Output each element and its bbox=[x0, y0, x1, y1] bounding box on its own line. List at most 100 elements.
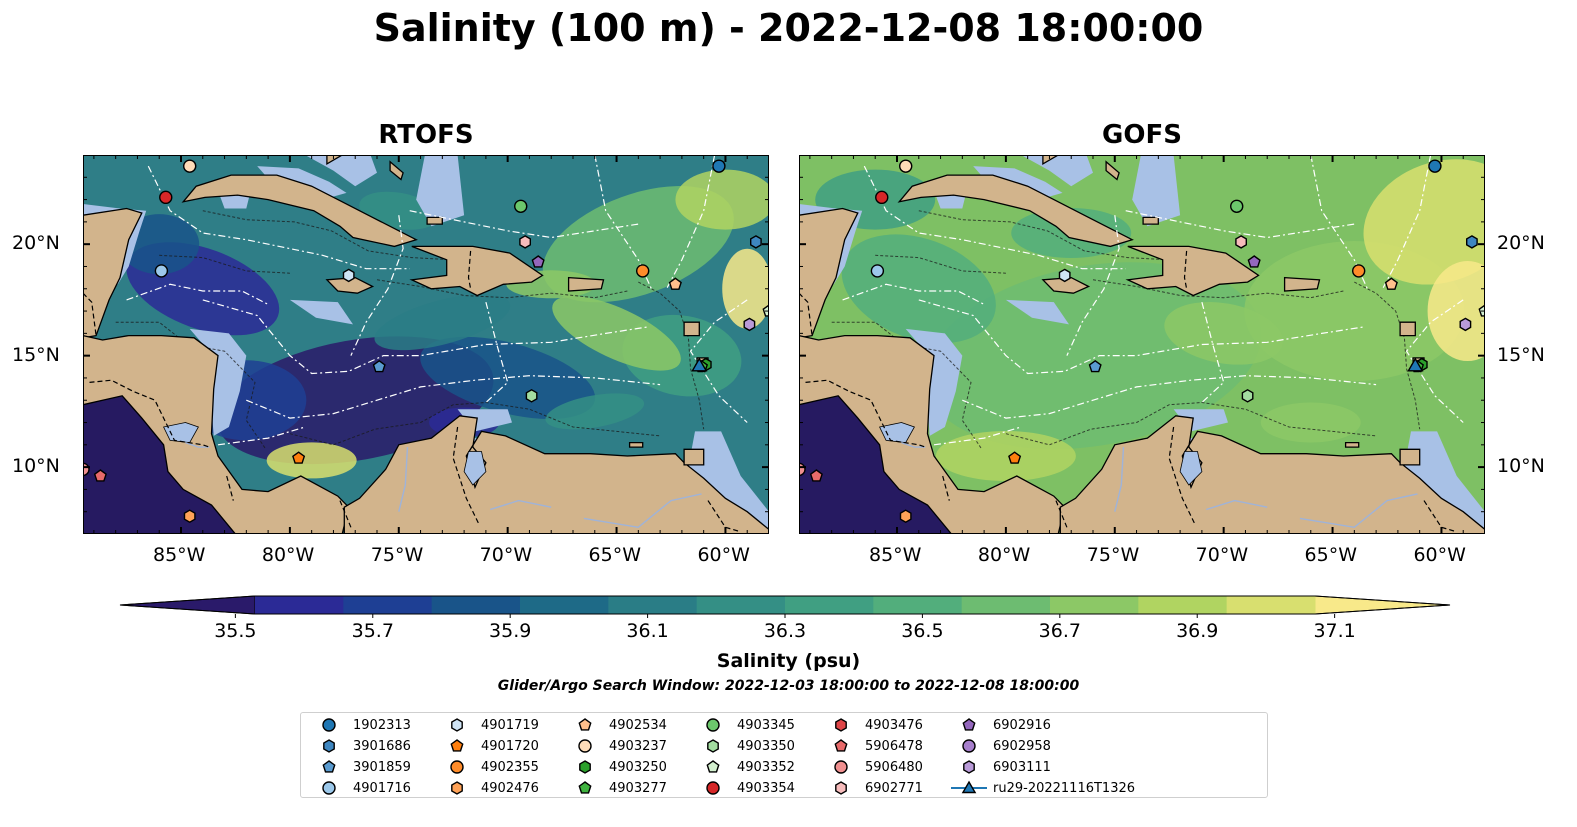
legend-label: 4901719 bbox=[481, 717, 539, 733]
eez-boundary bbox=[1405, 299, 1464, 423]
colorbar-band bbox=[343, 596, 433, 614]
float-4903350 bbox=[1241, 388, 1254, 403]
x-tick-label: 65°W bbox=[1304, 544, 1358, 566]
lake-maracaibo bbox=[1179, 451, 1203, 486]
salinity-patch bbox=[266, 442, 357, 479]
legend-symbol bbox=[451, 718, 463, 732]
legend-item: 6903111 bbox=[949, 757, 1051, 777]
land-long-island bbox=[1105, 160, 1120, 181]
legend-symbol bbox=[834, 760, 848, 774]
legend-symbol bbox=[962, 739, 976, 753]
eez-boundary bbox=[246, 375, 661, 419]
legend-label: 4903354 bbox=[737, 780, 795, 796]
country-border bbox=[707, 500, 741, 533]
y-tick-label-right: 15°N bbox=[1497, 343, 1545, 366]
float-6902916 bbox=[1247, 255, 1261, 268]
float-4901719 bbox=[342, 268, 355, 283]
river bbox=[185, 441, 210, 448]
legend-marker-circle bbox=[962, 739, 976, 753]
eez-boundary bbox=[1201, 301, 1225, 403]
colorbar-tick-label: 35.7 bbox=[351, 620, 394, 642]
float-4903345 bbox=[1230, 199, 1244, 213]
shallow-water bbox=[189, 328, 247, 436]
depth-contour bbox=[376, 279, 628, 299]
colorbar-tick-label: 35.5 bbox=[214, 620, 257, 642]
search-window-text: Glider/Argo Search Window: 2022-12-03 18… bbox=[497, 678, 1080, 694]
country-border bbox=[226, 475, 234, 501]
legend-symbol bbox=[323, 739, 335, 753]
colorbar-tick-label: 35.9 bbox=[489, 620, 532, 642]
legend-item: 1902313 bbox=[309, 715, 411, 735]
y-tick-label-left: 10°N bbox=[12, 455, 60, 478]
salinity-patch bbox=[1427, 261, 1485, 362]
land-andros bbox=[1042, 155, 1059, 166]
legend-symbol bbox=[578, 718, 592, 731]
legend-label: 4903352 bbox=[737, 759, 795, 775]
legend-symbol bbox=[835, 781, 847, 795]
float-4902476 bbox=[183, 509, 196, 524]
eez-boundary bbox=[1382, 155, 1432, 290]
depth-contour bbox=[115, 321, 267, 450]
x-tick-label: 80°W bbox=[977, 544, 1031, 566]
colorbar bbox=[119, 595, 1451, 618]
colorbar-tick-label: 36.3 bbox=[763, 620, 807, 642]
depth-contour bbox=[918, 210, 1170, 261]
x-tick-label: 65°W bbox=[588, 544, 642, 566]
legend-item: 4903476 bbox=[821, 715, 923, 735]
float-4901720 bbox=[292, 451, 306, 464]
legend-label: 6902771 bbox=[865, 780, 923, 796]
legend-label: 4901720 bbox=[481, 738, 539, 754]
colorbar-band bbox=[1138, 596, 1228, 614]
eez-boundary bbox=[863, 165, 1126, 270]
y-tick-label-right: 10°N bbox=[1497, 455, 1545, 478]
country-border bbox=[339, 500, 352, 528]
colorbar-band bbox=[873, 596, 963, 614]
legend-item: 4902476 bbox=[437, 778, 539, 798]
legend-symbol bbox=[451, 781, 463, 795]
map-frame bbox=[799, 155, 1485, 534]
shallow-water bbox=[1402, 431, 1485, 534]
colorbar-band bbox=[696, 596, 786, 614]
eez-boundary bbox=[842, 283, 985, 305]
eez-boundary bbox=[217, 426, 306, 446]
colorbar-extend-low bbox=[119, 595, 256, 615]
float-4901716 bbox=[154, 264, 169, 278]
legend-marker-circle bbox=[322, 781, 336, 795]
legend-marker-hexagon bbox=[707, 739, 719, 753]
colorbar-band bbox=[785, 596, 874, 614]
float-ru29-20221116T1326 bbox=[691, 357, 708, 372]
legend-label: 6902958 bbox=[993, 738, 1051, 754]
shallow-water bbox=[1005, 299, 1069, 325]
salinity-patch bbox=[552, 296, 681, 371]
eez-boundary bbox=[962, 375, 1377, 419]
legend-item: 4901719 bbox=[437, 715, 539, 735]
legend-marker-pentagon bbox=[450, 739, 464, 752]
y-tick-label-left: 15°N bbox=[12, 343, 60, 366]
colorbar-band bbox=[961, 596, 1051, 614]
eez-boundary bbox=[1066, 215, 1120, 356]
land-south-am bbox=[1059, 415, 1485, 534]
salinity-patch bbox=[374, 294, 511, 351]
x-tick-label: 70°W bbox=[479, 544, 533, 566]
legend-label: 5906480 bbox=[865, 759, 923, 775]
colorbar-band bbox=[608, 596, 698, 614]
land-guadeloupe bbox=[1399, 321, 1416, 337]
legend-item: 4903277 bbox=[565, 778, 667, 798]
legend-item: 3901686 bbox=[309, 736, 411, 756]
legend-symbol bbox=[706, 781, 720, 795]
legend-item: 4903350 bbox=[693, 736, 795, 756]
legend-item: 6902958 bbox=[949, 736, 1051, 756]
salinity-patch bbox=[1363, 159, 1485, 285]
float-4903345 bbox=[514, 199, 528, 213]
float-4902534 bbox=[668, 277, 682, 290]
x-tick-label: 60°W bbox=[1413, 544, 1466, 566]
country-border bbox=[942, 475, 950, 501]
legend-marker-pentagon bbox=[578, 718, 592, 731]
float-4902534 bbox=[1384, 277, 1398, 290]
float-4902355 bbox=[635, 264, 650, 278]
legend-item: 4901716 bbox=[309, 778, 411, 798]
float-6902771 bbox=[519, 235, 531, 249]
float-1902313 bbox=[1428, 159, 1442, 173]
salinity-patch bbox=[545, 393, 645, 430]
float-ru29-20221116T1326 bbox=[1407, 357, 1424, 372]
